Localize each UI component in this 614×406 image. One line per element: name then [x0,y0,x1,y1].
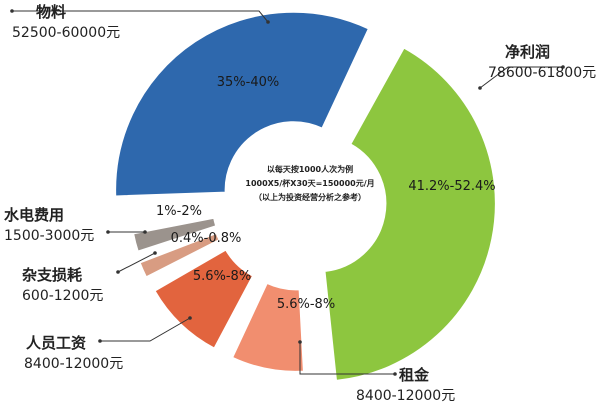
percent-label-utilities: 1%-2% [156,204,202,219]
label-name-utilities: 水电费用 [4,206,64,224]
label-name-rent: 租金 [399,366,430,384]
slice-rent [231,282,305,373]
leader-lines-group [10,9,565,376]
slices-group [114,11,497,382]
label-range-material: 52500-60000元 [12,25,120,41]
leader-line-material [12,10,269,23]
leader-line-profit [479,66,563,89]
leader-dot-material [266,20,270,24]
leader-dot-start-profit [561,65,565,69]
leader-line-misc [117,252,156,273]
center-line-2: 1000X5/杯X30天=150000元/月 [245,178,374,188]
leader-dot-start-utilities [106,230,110,234]
leader-dot-salary [188,316,192,320]
slice-material [114,11,370,197]
center-line-3: （以上为投资经营分析之参考） [254,192,366,202]
label-range-salary: 8400-12000元 [24,356,123,372]
percent-label-misc: 0.4%-0.8% [171,231,242,246]
label-range-misc: 600-1200元 [22,288,103,304]
label-name-misc: 杂支损耗 [22,266,82,284]
center-line-1: 以每天按1000人次为例 [267,164,353,174]
label-name-salary: 人员工资 [26,334,86,352]
slice-profit [323,46,497,382]
percent-label-rent: 5.6%-8% [277,297,335,312]
label-name-material: 物料 [36,3,66,21]
slice-misc [138,232,221,279]
percent-label-material: 35%-40% [217,75,279,90]
label-range-utilities: 1500-3000元 [4,228,94,244]
leader-dot-start-rent [393,372,397,376]
percent-label-salary: 5.6%-8% [193,269,251,284]
leader-dot-start-material [10,9,14,13]
leader-dot-misc [153,251,157,255]
leader-dot-profit [478,86,482,90]
percent-labels-group: 35%-40% 41.2%-52.4% 5.6%-8% 5.6%-8% 0.4%-0.8… [156,75,496,312]
label-range-rent: 8400-12000元 [356,388,455,404]
leader-dot-start-salary [98,339,102,343]
label-range-profit: 78600-61800元 [488,65,596,81]
label-name-profit: 净利润 [505,43,550,61]
slice-salary [153,248,254,350]
leader-dot-utilities [143,230,147,234]
leader-dot-start-misc [116,270,120,274]
leader-dot-rent [298,340,302,344]
percent-label-profit: 41.2%-52.4% [408,179,495,194]
leader-line-salary [100,317,191,342]
slice-utilities [132,217,217,253]
leader-line-rent [299,342,395,375]
